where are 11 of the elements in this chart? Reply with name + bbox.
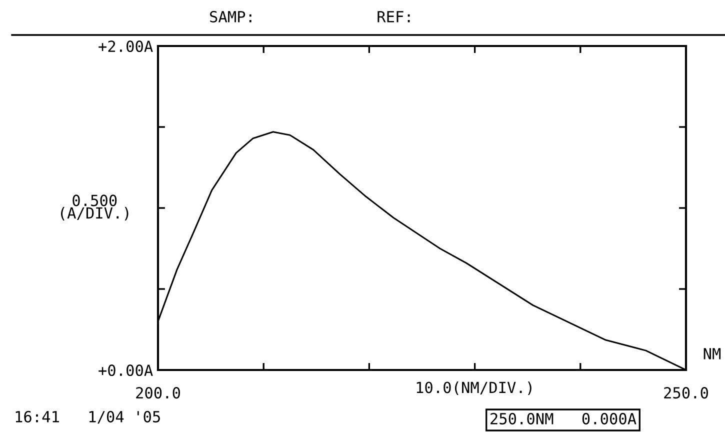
text: 250.0NM 0.000A (490, 412, 636, 424)
x-tick-label: 250.0 (664, 387, 708, 399)
y-tick-label: +0.00A (98, 364, 153, 376)
text: REF: (378, 11, 410, 22)
text: NM (704, 348, 721, 360)
x-axis-title: 10.0(NM/DIV.) (416, 381, 532, 396)
y-tick-label: +2.00A (98, 40, 153, 52)
y-axis-title: 0.500 (A/DIV.) (61, 194, 128, 221)
text: 16:41 1/04 '05 (16, 410, 160, 424)
text: SAMP: (210, 10, 252, 22)
x-tick-label: 200.0 (136, 387, 180, 399)
